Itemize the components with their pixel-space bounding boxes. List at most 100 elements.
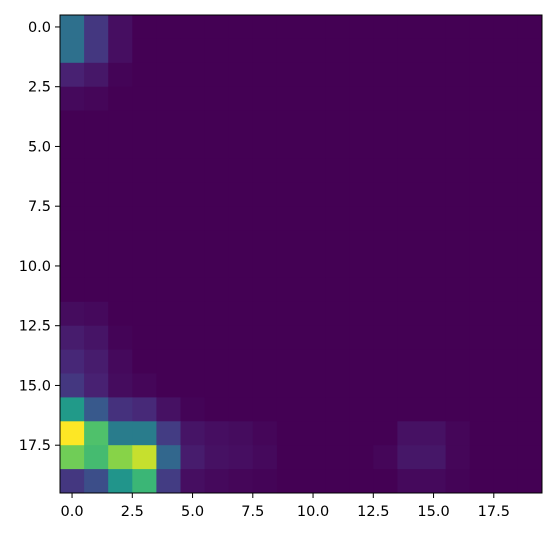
heatmap-cell — [517, 421, 543, 446]
heatmap-cell — [445, 254, 471, 279]
heatmap-cell — [228, 254, 254, 279]
heatmap-cell — [301, 421, 326, 446]
heatmap-cell — [108, 134, 133, 159]
heatmap-cell — [421, 206, 447, 231]
heatmap-cell — [156, 397, 181, 422]
heatmap-cell — [493, 15, 519, 40]
heatmap-cell — [132, 277, 157, 303]
heatmap-cell — [132, 15, 157, 40]
heatmap-cell — [60, 445, 85, 470]
heatmap-cell — [84, 301, 109, 327]
heatmap-cell — [132, 325, 157, 351]
heatmap-cell — [349, 230, 374, 255]
heatmap-cell — [132, 38, 157, 64]
heatmap-cell — [517, 110, 543, 135]
heatmap-cell — [469, 469, 495, 494]
heatmap-cell — [204, 38, 230, 64]
heatmap-cell — [84, 134, 109, 159]
heatmap-cell — [84, 15, 109, 40]
heatmap-cell — [397, 445, 422, 470]
heatmap-cell — [132, 349, 157, 374]
heatmap-cell — [180, 86, 206, 112]
heatmap-cell — [349, 62, 374, 88]
heatmap-cell — [493, 277, 519, 303]
heatmap-cell — [373, 158, 398, 183]
heatmap-cell — [493, 110, 519, 135]
heatmap-cell — [469, 134, 495, 159]
heatmap-cell — [517, 349, 543, 374]
heatmap-cell — [108, 325, 133, 351]
heatmap-cell — [325, 86, 350, 112]
heatmap-cell — [493, 469, 519, 494]
heatmap-cell — [228, 38, 254, 64]
heatmap-cell — [445, 86, 471, 112]
heatmap-cell — [301, 445, 326, 470]
heatmap-cell — [84, 469, 109, 494]
heatmap-cell — [349, 158, 374, 183]
heatmap-cell — [421, 349, 447, 374]
heatmap-cell — [180, 134, 206, 159]
heatmap-cell — [469, 421, 495, 446]
heatmap-cell — [180, 15, 206, 40]
heatmap-cell — [517, 158, 543, 183]
heatmap-cell — [325, 277, 350, 303]
heatmap-cell — [349, 277, 374, 303]
heatmap-cell — [228, 15, 254, 40]
heatmap-cell — [108, 254, 133, 279]
heatmap-cell — [349, 254, 374, 279]
y-tick-label: 7.5 — [28, 199, 51, 215]
heatmap-cell — [325, 397, 350, 422]
heatmap-cell — [276, 158, 302, 183]
heatmap-cell — [180, 421, 206, 446]
heatmap-cell — [421, 15, 447, 40]
heatmap-cell — [84, 325, 109, 351]
heatmap-cell — [108, 38, 133, 64]
heatmap-cell — [60, 206, 85, 231]
heatmap-cell — [204, 301, 230, 327]
heatmap-cell — [349, 445, 374, 470]
heatmap-cell — [84, 445, 109, 470]
heatmap-cell — [349, 15, 374, 40]
heatmap-cell — [421, 38, 447, 64]
heatmap-cell — [108, 349, 133, 374]
heatmap-cell — [325, 349, 350, 374]
heatmap-cell — [204, 86, 230, 112]
heatmap-cell — [252, 349, 278, 374]
heatmap-cell — [60, 38, 85, 64]
heatmap-cell — [325, 469, 350, 494]
heatmap-cell — [301, 349, 326, 374]
heatmap-cell — [301, 158, 326, 183]
heatmap-cell — [180, 445, 206, 470]
heatmap-cell — [517, 373, 543, 398]
heatmap-cell — [517, 182, 543, 207]
heatmap-cell — [421, 110, 447, 135]
heatmap-cell — [421, 397, 447, 422]
heatmap-cell — [373, 254, 398, 279]
heatmap-cell — [301, 277, 326, 303]
heatmap-cell — [469, 182, 495, 207]
heatmap-cell — [469, 15, 495, 40]
heatmap-cell — [276, 445, 302, 470]
heatmap-cell — [108, 421, 133, 446]
heatmap-cell — [301, 134, 326, 159]
heatmap-cell — [204, 277, 230, 303]
heatmap-cell — [325, 325, 350, 351]
heatmap-cell — [349, 38, 374, 64]
heatmap-cell — [301, 325, 326, 351]
heatmap-cell — [397, 110, 422, 135]
heatmap-cell — [276, 325, 302, 351]
heatmap-cell — [60, 62, 85, 88]
heatmap-cell — [84, 277, 109, 303]
heatmap-cell — [156, 230, 181, 255]
heatmap-cell — [517, 445, 543, 470]
heatmap-cell — [204, 254, 230, 279]
heatmap-cell — [445, 38, 471, 64]
heatmap-cell — [204, 445, 230, 470]
heatmap-cell — [373, 62, 398, 88]
heatmap-cell — [517, 86, 543, 112]
heatmap-cell — [60, 301, 85, 327]
heatmap-cell — [373, 373, 398, 398]
heatmap-cell — [349, 325, 374, 351]
heatmap-cell — [84, 206, 109, 231]
heatmap-cell — [60, 134, 85, 159]
